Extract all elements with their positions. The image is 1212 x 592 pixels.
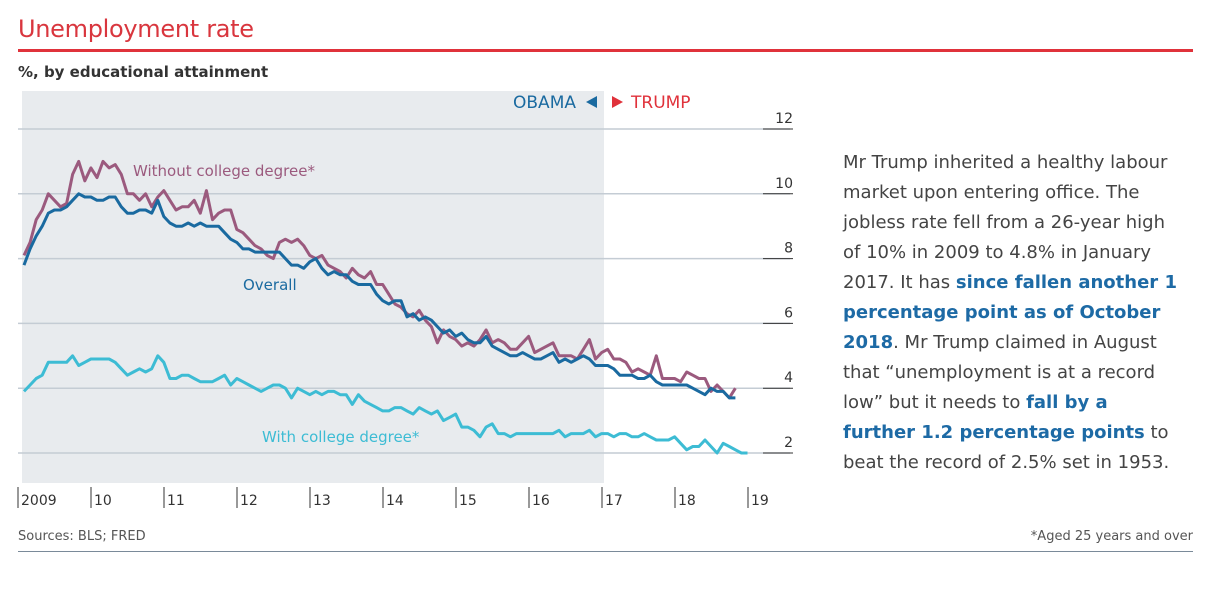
y-tick-label: 2 — [784, 435, 793, 451]
note-text-3: to beat the record of 2.5% set in 1953. — [843, 422, 1170, 473]
note-text-2: . Mr Trump claimed in August that “unemp… — [843, 332, 1157, 413]
trump-arrow-icon — [612, 96, 623, 108]
note-highlight-1: since fallen another 1 percentage point … — [843, 272, 1177, 353]
annotation-text: Mr Trump inherited a healthy labour mark… — [843, 148, 1183, 478]
series-line-overall — [22, 192, 736, 400]
x-tick-label: 12 — [240, 493, 258, 509]
note-highlight-2: fall by a further 1.2 percentage points — [843, 392, 1145, 443]
series-line-without — [22, 159, 737, 400]
y-tick-label: 4 — [784, 370, 793, 386]
x-tick-label: 13 — [313, 493, 331, 509]
series-label-without: Without college degree* — [133, 162, 315, 180]
chart-subtitle: %, by educational attainment — [18, 63, 269, 81]
x-tick-label: 15 — [459, 493, 477, 509]
footnote: *Aged 25 years and over — [1030, 529, 1193, 544]
series-label-overall: Overall — [243, 276, 297, 294]
x-tick-label: 14 — [386, 493, 404, 509]
y-tick-label: 10 — [775, 176, 793, 192]
x-tick-label: 2009 — [21, 493, 57, 509]
series-line-with — [22, 354, 748, 455]
series-label-with: With college degree* — [262, 428, 420, 446]
x-tick-label: 18 — [678, 493, 696, 509]
line-chart: 2 4 6 8 10 12 2009 10 11 12 13 14 15 16 17 18 19 Without … — [17, 91, 793, 509]
sources: Sources: BLS; FRED — [18, 529, 146, 544]
x-tick-label: 10 — [94, 493, 112, 509]
obama-period-shading — [22, 91, 604, 483]
y-tick-label: 12 — [775, 111, 793, 127]
note-text-1: Mr Trump inherited a healthy labour mark… — [843, 152, 1168, 293]
chart-title: Unemployment rate — [18, 15, 254, 43]
x-tick-label: 17 — [605, 493, 623, 509]
title-rule — [18, 49, 1193, 52]
x-tick-label: 16 — [532, 493, 550, 509]
obama-arrow-icon — [586, 96, 597, 108]
trump-label: TRUMP — [630, 93, 691, 113]
bottom-rule — [18, 551, 1193, 552]
y-tick-label: 8 — [784, 241, 793, 257]
x-tick-label: 19 — [751, 493, 769, 509]
y-tick-label: 6 — [784, 305, 793, 321]
obama-label: OBAMA — [513, 93, 576, 113]
x-tick-label: 11 — [167, 493, 185, 509]
